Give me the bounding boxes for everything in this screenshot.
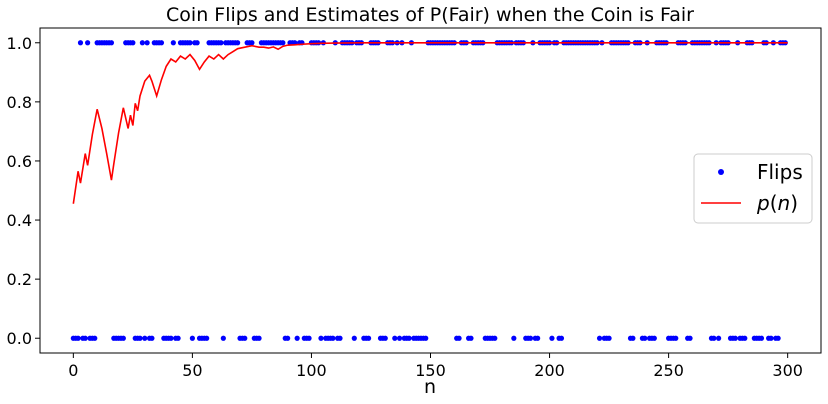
flip-point-heads (218, 40, 224, 46)
x-tick-label: 250 (653, 361, 684, 380)
y-tick-label: 0.8 (7, 93, 32, 112)
flip-point-tails (651, 335, 657, 341)
flip-point-tails (82, 335, 88, 341)
flip-point-tails (189, 335, 195, 341)
flip-point-heads (187, 40, 193, 46)
legend-pn-label: p(n) (756, 191, 798, 215)
flip-point-tails (456, 335, 462, 341)
x-tick-label: 50 (182, 361, 202, 380)
flip-point-tails (511, 335, 517, 341)
flip-point-tails (673, 335, 679, 341)
flip-point-tails (120, 335, 126, 341)
y-tick-label: 0.0 (7, 329, 32, 348)
legend-flips-marker (718, 169, 724, 175)
flip-point-heads (280, 40, 286, 46)
flip-point-tails (642, 335, 648, 341)
flip-point-heads (130, 40, 136, 46)
flip-point-heads (144, 40, 150, 46)
flip-point-tails (285, 335, 291, 341)
flips-tails-points (70, 335, 781, 341)
flip-point-tails (149, 335, 155, 341)
flip-point-tails (220, 335, 226, 341)
flip-point-heads (158, 40, 165, 46)
y-axis: 0.0 0.2 0.4 0.6 0.8 1.0 (7, 34, 40, 348)
flip-point-tails (558, 335, 565, 341)
flip-point-tails (630, 335, 636, 341)
flip-point-tails (549, 335, 555, 341)
flip-point-heads (194, 40, 200, 46)
x-tick-label: 200 (534, 361, 565, 380)
flip-point-tails (204, 335, 210, 341)
flip-point-tails (392, 335, 398, 341)
flip-point-tails (423, 335, 429, 341)
flip-point-heads (139, 40, 145, 46)
y-tick-label: 0.6 (7, 152, 32, 171)
x-tick-label: 300 (772, 361, 803, 380)
flip-point-heads (108, 40, 115, 46)
flip-point-tails (527, 335, 534, 341)
flip-point-tails (382, 335, 388, 341)
legend-flips-label: Flips (757, 160, 803, 184)
flip-point-tails (318, 335, 324, 341)
flip-point-tails (775, 335, 781, 341)
x-tick-label: 100 (296, 361, 327, 380)
flip-point-tails (758, 335, 765, 341)
legend: Flips p(n) (693, 153, 813, 224)
flip-point-tails (168, 335, 174, 341)
y-tick-label: 0.4 (7, 211, 32, 230)
flip-point-tails (294, 335, 300, 341)
flip-point-tails (768, 335, 774, 341)
flip-point-tails (75, 335, 81, 341)
flip-point-tails (92, 335, 98, 341)
flip-point-tails (175, 335, 181, 341)
flip-point-tails (732, 335, 738, 341)
flip-point-tails (396, 335, 403, 341)
x-tick-label: 0 (68, 361, 78, 380)
flip-point-tails (142, 335, 148, 341)
flip-point-tails (742, 335, 748, 341)
y-tick-label: 0.2 (7, 270, 32, 289)
flip-point-tails (687, 335, 693, 341)
flip-point-heads (77, 40, 84, 46)
flip-point-tails (137, 335, 143, 341)
flip-point-tails (492, 335, 498, 341)
flip-point-tails (330, 335, 336, 341)
flip-point-tails (365, 335, 372, 341)
chart-title: Coin Flips and Estimates of P(Fair) when… (166, 4, 694, 26)
flip-point-tails (242, 335, 248, 341)
flip-point-tails (535, 335, 541, 341)
x-tick-label: 150 (415, 361, 446, 380)
flip-point-tails (716, 335, 722, 341)
x-axis: 0 50 100 150 200 250 300 (68, 353, 803, 380)
flip-point-tails (406, 335, 412, 341)
x-axis-label: n (424, 376, 436, 398)
flip-point-tails (351, 335, 357, 341)
flip-point-heads (235, 40, 241, 46)
flip-point-tails (306, 335, 312, 341)
flip-point-heads (170, 40, 176, 46)
flip-point-tails (256, 335, 262, 341)
flip-point-heads (85, 40, 91, 46)
flip-point-tails (606, 335, 612, 341)
flip-point-tails (596, 335, 603, 341)
flip-point-tails (468, 335, 474, 341)
y-tick-label: 1.0 (7, 34, 32, 53)
flip-point-tails (711, 335, 717, 341)
flip-point-tails (337, 335, 343, 341)
flip-point-heads (249, 40, 255, 46)
pn-series-line (72, 41, 788, 204)
